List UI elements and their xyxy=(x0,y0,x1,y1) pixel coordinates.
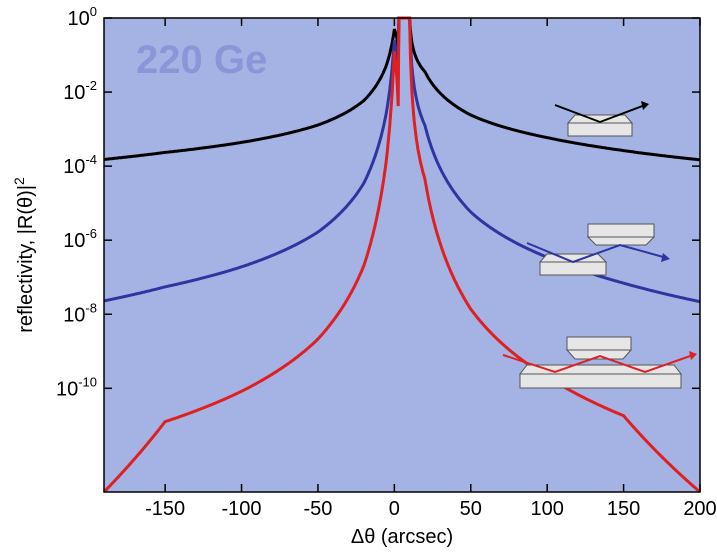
panel-label: 220 Ge xyxy=(136,38,267,82)
x-tick-label: -50 xyxy=(303,498,332,520)
y-axis: 100 10-2 10-4 10-6 10-8 10-10 xyxy=(56,4,700,400)
double-crystal-diagram xyxy=(526,223,670,276)
single-crystal-diagram xyxy=(554,101,649,137)
x-tick-label: -100 xyxy=(222,498,262,520)
y-axis-label-text: reflectivity, |R(θ)| xyxy=(15,185,37,333)
y-axis-label-power: 2 xyxy=(11,177,27,185)
x-tick-label: 150 xyxy=(607,498,640,520)
y-tick-label: 10-8 xyxy=(63,300,97,326)
x-axis-label: Δθ (arcsec) xyxy=(351,526,453,548)
x-tick-label: 100 xyxy=(530,498,563,520)
y-tick-label: 10-6 xyxy=(63,226,97,252)
y-tick-label: 100 xyxy=(68,4,97,30)
x-tick-label: -150 xyxy=(145,498,185,520)
y-tick-label: 10-2 xyxy=(63,78,97,104)
x-tick-label: 0 xyxy=(389,498,400,520)
plot-background xyxy=(104,18,700,492)
x-axis: -150 -100 -50 0 50 100 150 200 xyxy=(145,18,717,520)
x-tick-label: 200 xyxy=(683,498,716,520)
x-tick-label: 50 xyxy=(460,498,482,520)
triple-crystal-diagram xyxy=(502,336,697,389)
plot-frame xyxy=(103,17,701,493)
y-tick-label: 10-4 xyxy=(63,152,97,178)
y-tick-label: 10-10 xyxy=(56,374,97,400)
y-axis-label: reflectivity, |R(θ)|2 xyxy=(11,177,37,333)
